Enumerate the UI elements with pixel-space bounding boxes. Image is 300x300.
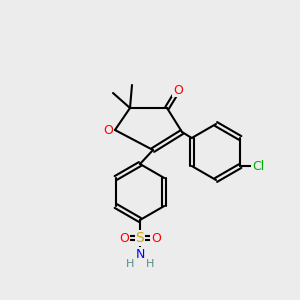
Text: H: H xyxy=(146,259,154,269)
Text: H: H xyxy=(126,259,134,269)
Text: O: O xyxy=(151,232,161,244)
Text: O: O xyxy=(103,124,113,136)
Text: O: O xyxy=(173,83,183,97)
Text: S: S xyxy=(136,231,144,245)
Text: Cl: Cl xyxy=(252,160,264,172)
Text: O: O xyxy=(119,232,129,244)
Text: N: N xyxy=(135,248,145,260)
